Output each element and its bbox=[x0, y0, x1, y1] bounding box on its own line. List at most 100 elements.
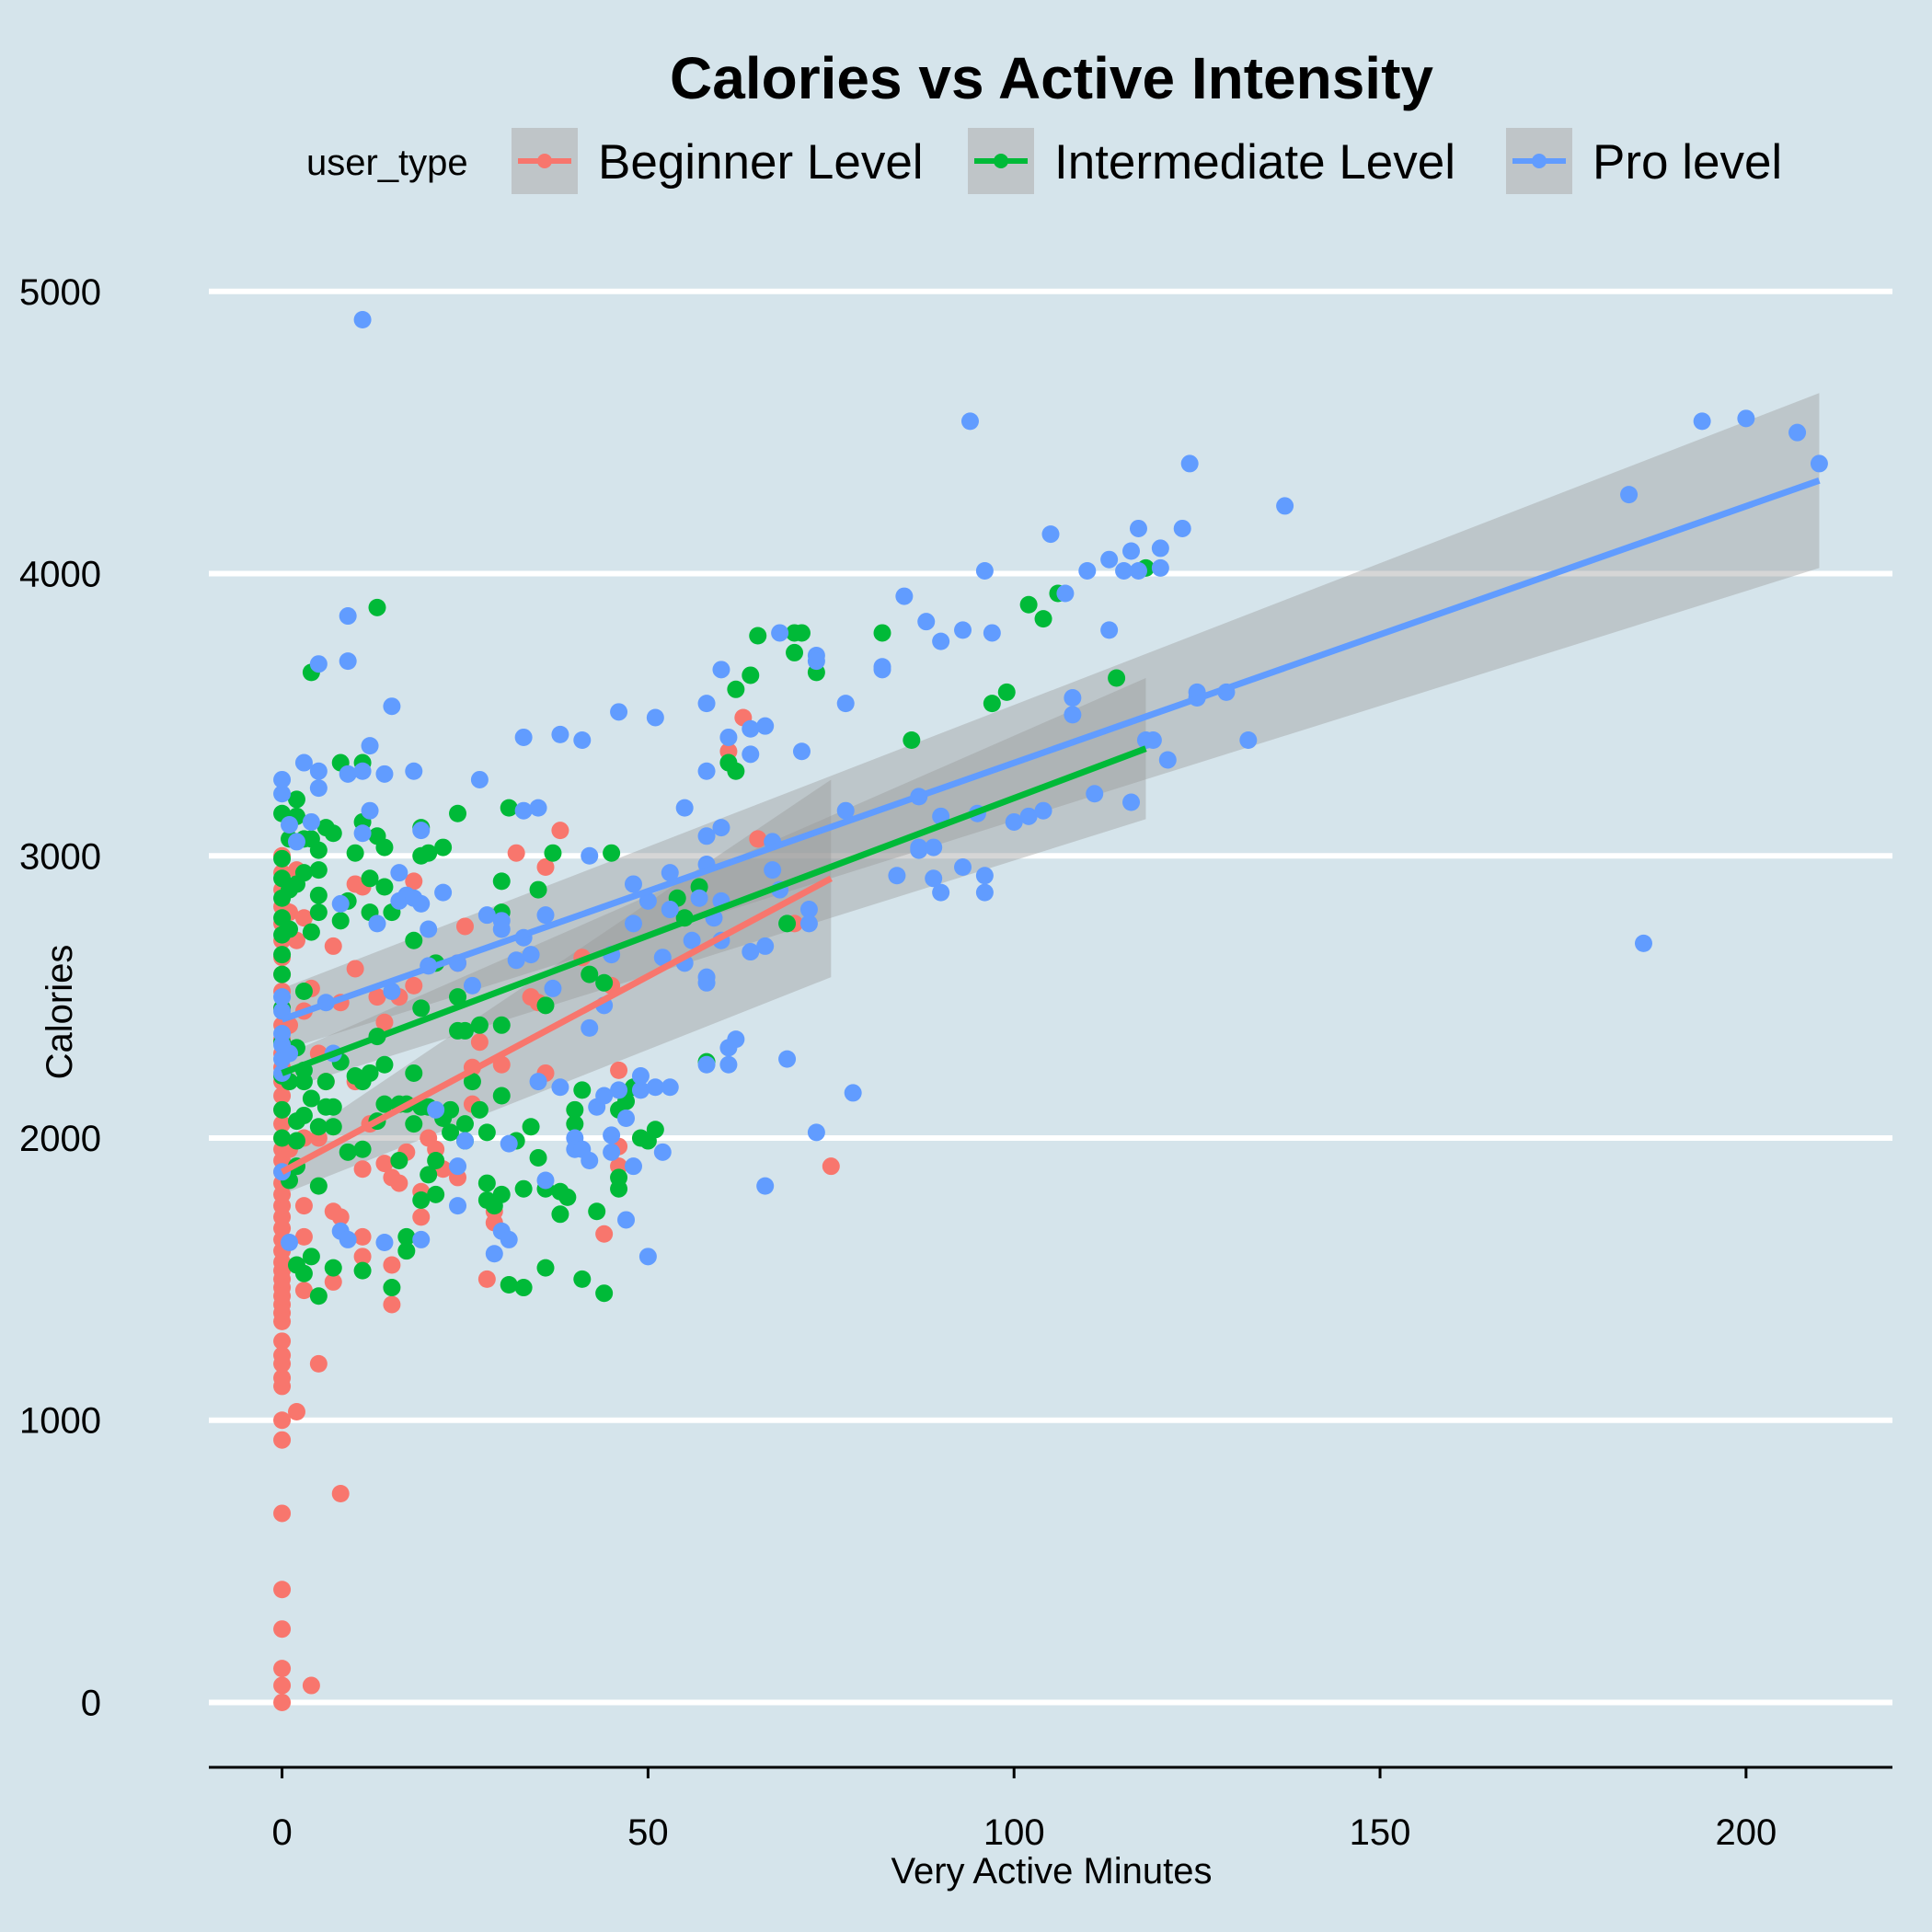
data-point bbox=[412, 894, 431, 913]
data-point bbox=[1737, 409, 1755, 428]
data-point bbox=[412, 1230, 431, 1248]
data-point bbox=[442, 1100, 460, 1119]
data-point bbox=[624, 1157, 642, 1176]
data-point bbox=[420, 920, 438, 938]
data-point bbox=[273, 785, 292, 803]
data-point bbox=[302, 1248, 320, 1266]
data-point bbox=[1100, 550, 1119, 569]
data-point bbox=[799, 901, 818, 919]
data-point bbox=[353, 1160, 372, 1179]
data-point bbox=[281, 816, 299, 834]
data-point bbox=[1034, 610, 1052, 628]
data-point bbox=[799, 914, 818, 933]
data-point bbox=[287, 1403, 305, 1421]
data-point bbox=[932, 883, 950, 902]
data-point bbox=[375, 1055, 394, 1074]
data-point bbox=[573, 1081, 592, 1099]
data-point bbox=[536, 996, 555, 1015]
confidence-band-intermediate-level bbox=[282, 678, 1146, 1090]
data-point bbox=[764, 861, 782, 880]
data-point bbox=[742, 666, 760, 684]
data-point bbox=[646, 708, 664, 727]
data-point bbox=[903, 731, 921, 750]
data-point bbox=[339, 652, 357, 671]
data-point bbox=[353, 824, 372, 843]
data-point bbox=[529, 799, 547, 817]
data-point bbox=[273, 1431, 292, 1449]
data-point bbox=[529, 1073, 547, 1091]
data-point bbox=[631, 1081, 650, 1099]
data-point bbox=[405, 931, 423, 949]
data-point bbox=[281, 1233, 299, 1251]
data-point bbox=[727, 1030, 745, 1049]
data-point bbox=[455, 1132, 474, 1150]
data-point bbox=[492, 1185, 511, 1203]
data-point bbox=[595, 1225, 614, 1243]
data-point bbox=[273, 1369, 292, 1387]
data-point bbox=[771, 624, 789, 642]
x-axis-title: Very Active Minutes bbox=[891, 1851, 1212, 1892]
legend-label: Beginner Level bbox=[598, 135, 924, 190]
y-tick-label: 5000 bbox=[19, 272, 101, 313]
data-point bbox=[273, 1346, 292, 1364]
data-point bbox=[1129, 561, 1147, 580]
data-point bbox=[273, 1129, 292, 1147]
data-point bbox=[551, 725, 569, 743]
data-point bbox=[844, 1084, 862, 1102]
data-point bbox=[434, 838, 453, 857]
data-point bbox=[690, 889, 708, 907]
data-point bbox=[603, 844, 621, 862]
data-point bbox=[500, 1230, 518, 1248]
data-point bbox=[449, 804, 467, 822]
data-point bbox=[294, 1106, 313, 1124]
data-point bbox=[925, 838, 943, 857]
confidence-bands bbox=[282, 393, 1820, 1195]
data-point bbox=[353, 1227, 372, 1246]
data-point bbox=[786, 643, 804, 661]
data-point bbox=[638, 1248, 657, 1266]
data-point bbox=[836, 801, 855, 820]
data-point bbox=[324, 824, 342, 843]
data-point bbox=[544, 844, 562, 862]
data-point bbox=[646, 1121, 664, 1139]
data-point bbox=[324, 937, 342, 955]
data-point bbox=[455, 917, 474, 936]
data-point bbox=[427, 1185, 445, 1203]
data-point bbox=[273, 849, 292, 868]
data-point bbox=[339, 1143, 357, 1161]
data-point bbox=[470, 1100, 489, 1119]
data-point bbox=[719, 728, 738, 746]
data-point bbox=[273, 1087, 292, 1105]
data-point bbox=[449, 1197, 467, 1215]
data-point bbox=[1173, 519, 1191, 537]
data-point bbox=[309, 779, 328, 798]
data-point bbox=[610, 703, 628, 721]
y-tick-label: 3000 bbox=[19, 836, 101, 877]
data-point bbox=[405, 762, 423, 780]
data-point bbox=[742, 745, 760, 764]
data-point bbox=[361, 869, 379, 888]
data-point bbox=[273, 1100, 292, 1119]
data-point bbox=[412, 1190, 431, 1209]
data-point bbox=[1056, 584, 1075, 603]
data-point bbox=[309, 861, 328, 880]
data-point bbox=[273, 770, 292, 788]
data-point bbox=[646, 1078, 664, 1097]
data-point bbox=[427, 1152, 445, 1170]
data-point bbox=[294, 982, 313, 1000]
data-point bbox=[925, 869, 943, 888]
data-point bbox=[368, 598, 386, 616]
data-point bbox=[331, 1208, 350, 1226]
data-point bbox=[1086, 785, 1104, 803]
data-point bbox=[1064, 706, 1082, 724]
data-point bbox=[610, 1081, 628, 1099]
data-point bbox=[273, 965, 292, 983]
legend-label: Intermediate Level bbox=[1054, 135, 1455, 190]
data-point bbox=[1276, 497, 1294, 515]
data-point bbox=[383, 697, 401, 716]
data-point bbox=[294, 1197, 313, 1215]
data-point bbox=[273, 1660, 292, 1678]
data-point bbox=[566, 1115, 584, 1133]
data-point bbox=[888, 867, 906, 885]
data-point bbox=[581, 965, 599, 983]
